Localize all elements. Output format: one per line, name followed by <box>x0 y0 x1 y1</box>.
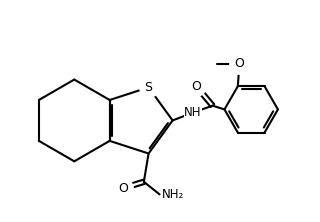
Text: O: O <box>118 182 128 195</box>
Text: O: O <box>191 80 201 93</box>
Text: O: O <box>235 57 244 70</box>
Text: NH: NH <box>184 106 202 119</box>
Text: S: S <box>145 81 153 94</box>
Text: NH₂: NH₂ <box>162 188 184 201</box>
